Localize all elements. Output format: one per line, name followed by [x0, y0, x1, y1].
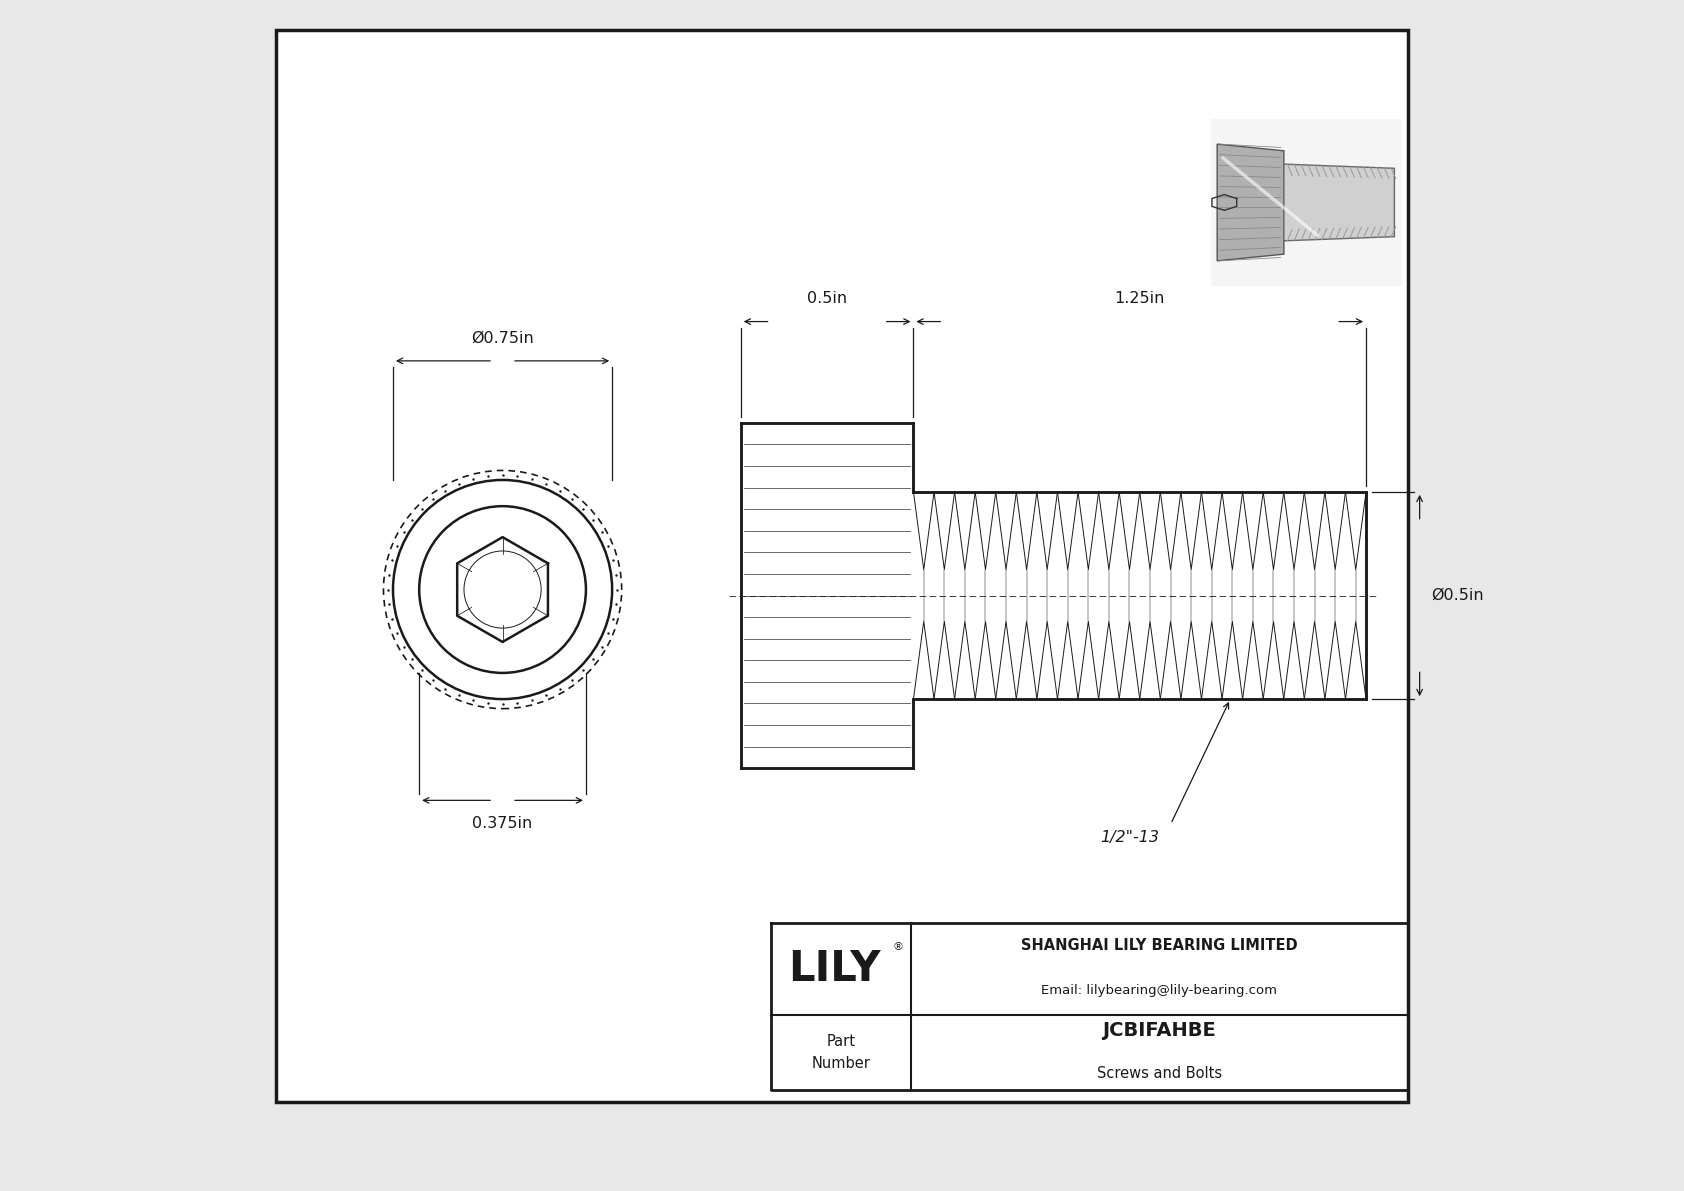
Text: JCBIFAHBE: JCBIFAHBE	[1103, 1022, 1216, 1040]
FancyBboxPatch shape	[1211, 119, 1401, 286]
Text: 0.5in: 0.5in	[807, 291, 847, 306]
Text: ®: ®	[893, 942, 904, 953]
Text: Email: lilybearing@lily-bearing.com: Email: lilybearing@lily-bearing.com	[1041, 984, 1278, 997]
Text: Ø0.5in: Ø0.5in	[1431, 588, 1484, 603]
Polygon shape	[1283, 164, 1394, 241]
Text: SHANGHAI LILY BEARING LIMITED: SHANGHAI LILY BEARING LIMITED	[1021, 937, 1298, 953]
Text: 1.25in: 1.25in	[1115, 291, 1165, 306]
Text: 0.375in: 0.375in	[473, 816, 532, 831]
FancyBboxPatch shape	[276, 30, 1408, 1102]
Polygon shape	[1218, 144, 1283, 261]
Text: Screws and Bolts: Screws and Bolts	[1096, 1066, 1223, 1081]
Text: Part
Number: Part Number	[812, 1034, 871, 1071]
Text: LILY: LILY	[788, 948, 881, 990]
Text: 1/2"-13: 1/2"-13	[1100, 830, 1159, 846]
Text: Ø0.75in: Ø0.75in	[472, 330, 534, 345]
